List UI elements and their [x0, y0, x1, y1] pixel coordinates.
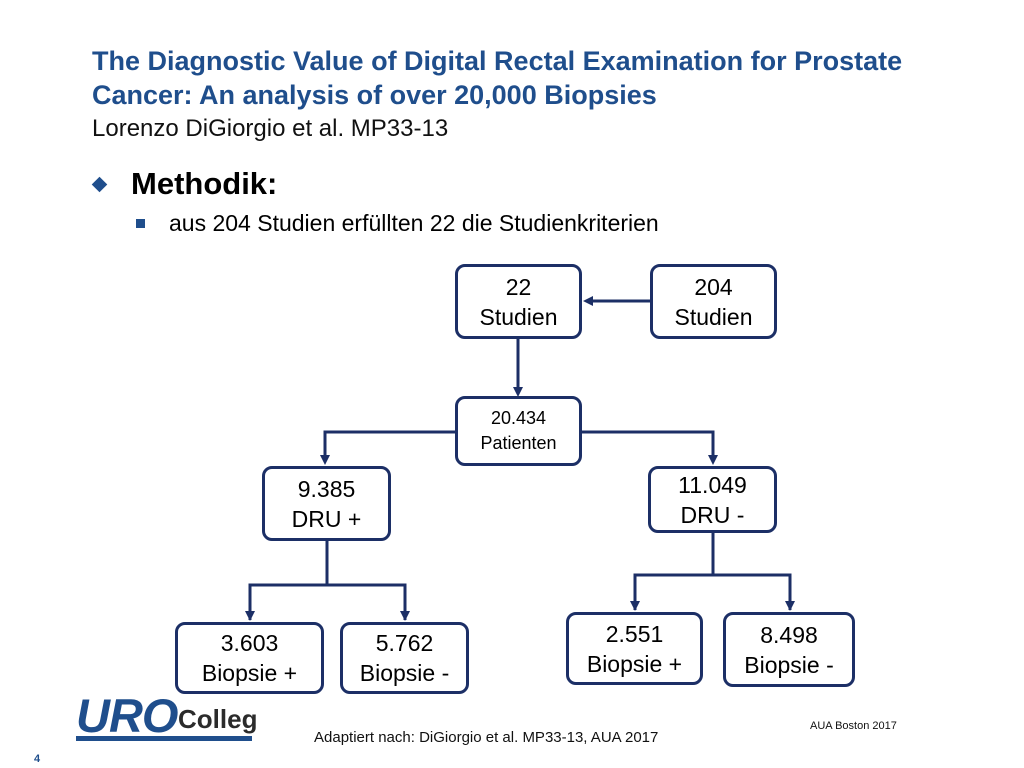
node-label: DRU -: [680, 501, 745, 528]
node-label: Biopsie +: [586, 650, 683, 677]
node-value: 8.498: [760, 621, 818, 648]
source-citation: Adaptiert nach: DiGiorgio et al. MP33-13…: [314, 729, 659, 746]
logo-underline: [76, 736, 252, 741]
event-label: AUA Boston 2017: [810, 720, 897, 732]
page-number: 4: [34, 753, 41, 765]
node-label: Biopsie -: [359, 660, 450, 686]
slide-subtitle: Lorenzo DiGiorgio et al. MP33-13: [92, 115, 449, 142]
node-label: Biopsie -: [744, 651, 834, 678]
node-dru-neg-biopsie-pos: 2.551 Biopsie +: [566, 612, 703, 685]
node-dru-neg-biopsie-neg: 8.498 Biopsie -: [723, 612, 855, 687]
arrow-dru-pos-split: [248, 583, 407, 620]
node-204-studien: 204 Studien: [650, 264, 777, 339]
node-22-studien: 22 Studien: [455, 264, 582, 339]
bullet-methodik: Methodik:: [91, 166, 278, 202]
node-value: 204: [694, 273, 733, 300]
node-label: Biopsie +: [201, 660, 298, 686]
bullet-main-text: Methodik:: [131, 166, 278, 201]
arrow-patients-to-dru-pos: [320, 430, 455, 465]
node-value: 22: [505, 273, 532, 300]
node-label: Patienten: [480, 433, 557, 453]
node-dru-positive: 9.385 DRU +: [262, 466, 391, 541]
node-dru-negative: 11.049 DRU -: [648, 466, 777, 533]
node-value: 9.385: [297, 475, 356, 502]
node-patienten: 20.434 Patienten: [455, 396, 582, 466]
node-value: 11.049: [678, 471, 747, 498]
urocolleg-logo: URO Colleg: [72, 688, 262, 748]
bullet-sub-text: aus 204 Studien erfüllten 22 die Studien…: [169, 209, 659, 236]
node-value: 20.434: [490, 408, 547, 428]
arrow-dru-neg-split: [633, 573, 792, 610]
node-label: Studien: [674, 303, 753, 330]
node-label: DRU +: [291, 505, 362, 532]
node-dru-pos-biopsie-neg: 5.762 Biopsie -: [340, 622, 469, 694]
logo-uro-text: URO: [76, 689, 178, 742]
node-value: 5.762: [375, 630, 434, 656]
arrow-patients-to-dru-neg: [582, 430, 718, 465]
square-bullet-icon: [136, 218, 145, 228]
slide-title: The Diagnostic Value of Digital Rectal E…: [92, 46, 903, 110]
bullet-studies: aus 204 Studien erfüllten 22 die Studien…: [136, 206, 659, 240]
node-value: 2.551: [605, 620, 664, 647]
node-value: 3.603: [220, 630, 279, 656]
node-label: Studien: [479, 303, 558, 330]
logo-colleg-text: Colleg: [178, 704, 258, 734]
node-dru-pos-biopsie-pos: 3.603 Biopsie +: [175, 622, 324, 694]
